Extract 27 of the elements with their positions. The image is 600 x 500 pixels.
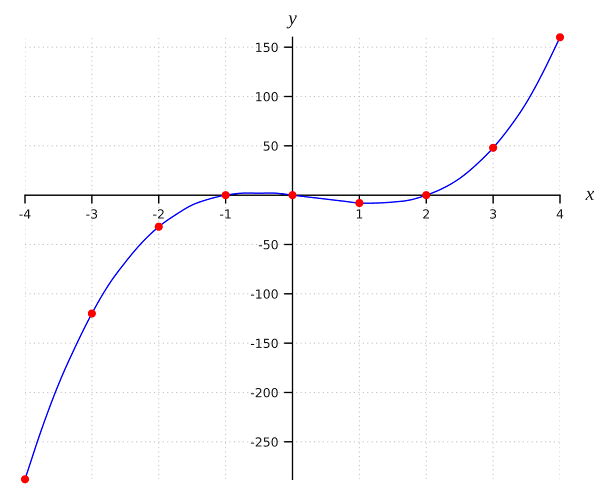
point bbox=[20, 475, 30, 484]
point bbox=[556, 33, 564, 42]
point bbox=[154, 222, 163, 231]
y-tick-label: -250 bbox=[250, 437, 278, 447]
point bbox=[88, 310, 96, 318]
y-tick-label: -50 bbox=[258, 240, 278, 250]
y-tick-label: -200 bbox=[250, 388, 278, 398]
y-tick-label: -150 bbox=[250, 338, 278, 348]
x-tick-label: -1 bbox=[220, 209, 231, 219]
x-tick-label: -4 bbox=[19, 209, 31, 219]
x-tick-label: 4 bbox=[556, 209, 564, 219]
point bbox=[355, 199, 364, 208]
y-axis-title: y bbox=[286, 15, 297, 28]
y-tick-label: 50 bbox=[264, 141, 278, 151]
x-tick-label: 2 bbox=[423, 209, 429, 219]
x-tick-label: -2 bbox=[153, 209, 164, 219]
point bbox=[422, 191, 430, 200]
point bbox=[288, 191, 297, 200]
y-tick-label: -100 bbox=[250, 289, 278, 299]
x-tick-label: -3 bbox=[86, 209, 98, 219]
x-axis-title: x bbox=[585, 190, 594, 200]
y-tick-label: 100 bbox=[256, 92, 278, 102]
y-tick-label: 150 bbox=[256, 42, 278, 52]
point bbox=[489, 144, 498, 152]
x-tick-label: 1 bbox=[356, 209, 362, 219]
point bbox=[222, 191, 230, 200]
x-tick-label: 3 bbox=[490, 209, 496, 219]
